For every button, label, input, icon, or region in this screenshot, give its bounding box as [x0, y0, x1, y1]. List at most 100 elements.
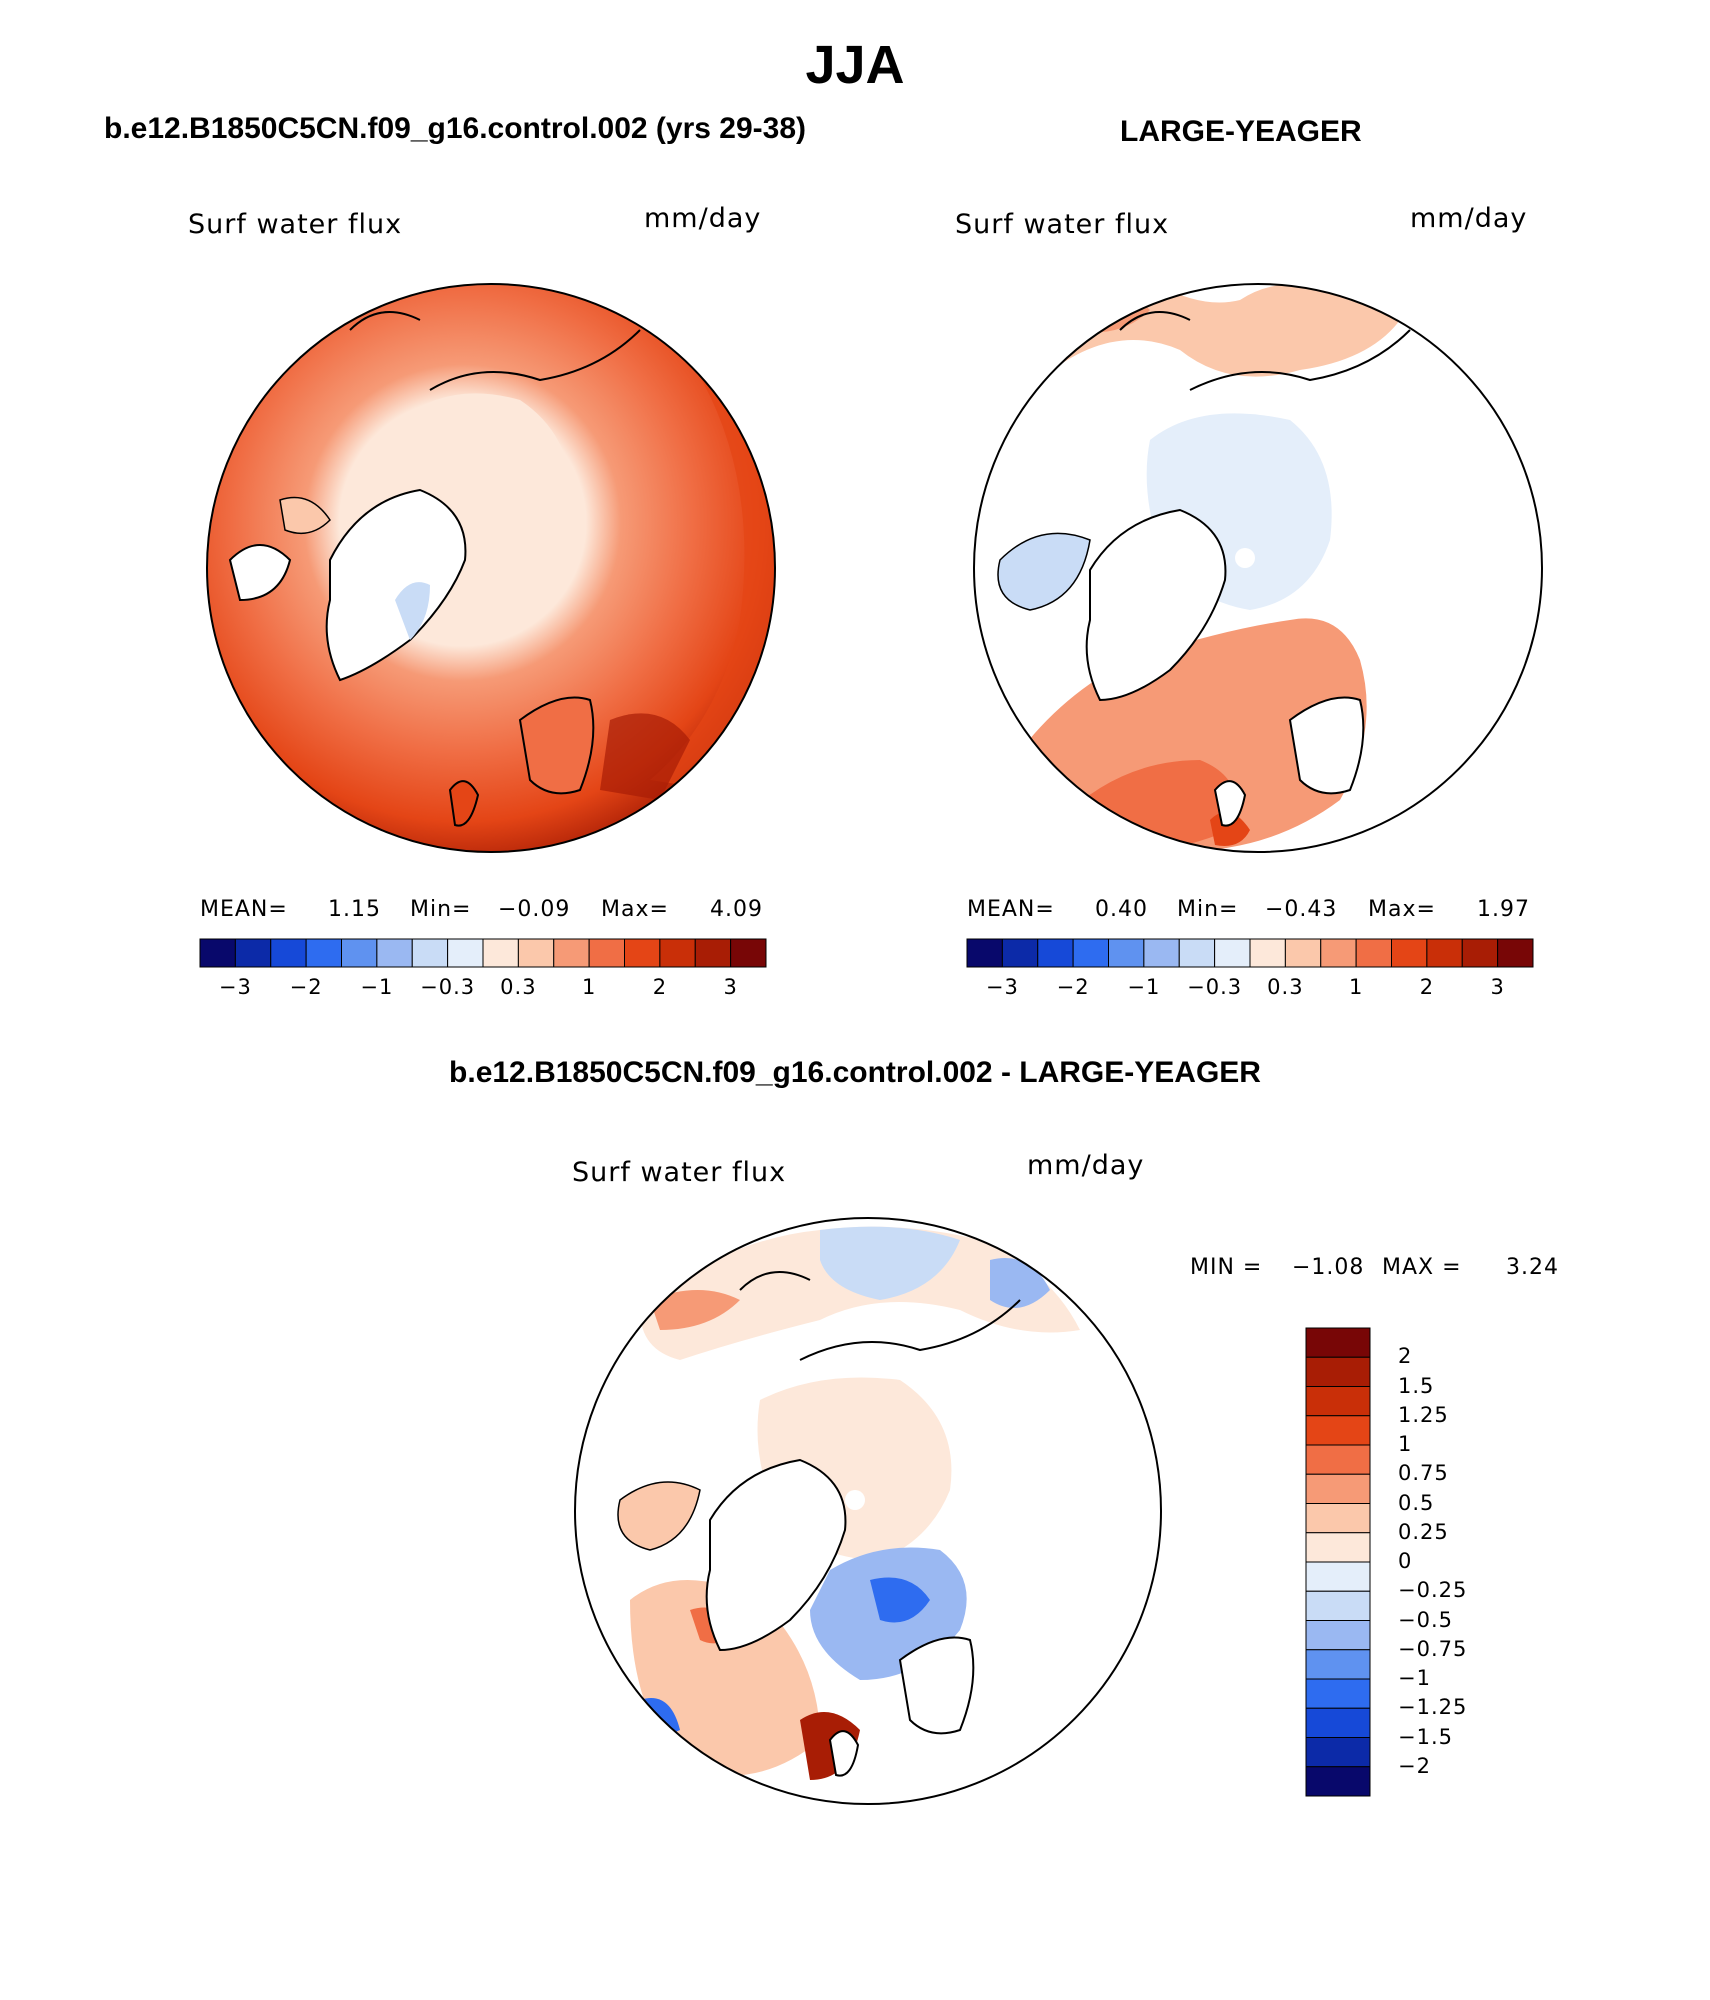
field-label-difference: Surf water flux	[572, 1157, 787, 1188]
colorbar-tick-label: 1	[581, 975, 597, 999]
panel-title-control: b.e12.B1850C5CN.f09_g16.control.002 (yrs…	[104, 112, 807, 145]
colorbar-swatch	[730, 938, 767, 968]
field-label-large-yeager: Surf water flux	[955, 209, 1170, 240]
pole-hole	[1235, 548, 1255, 568]
greenland-outline	[1085, 508, 1227, 702]
colorbar-swatch	[270, 938, 307, 968]
colorbar-swatch	[1320, 938, 1357, 968]
coastline	[349, 311, 421, 331]
colorbar-level-label: −1.5	[1398, 1724, 1453, 1749]
colorbar-swatch	[1305, 1415, 1371, 1446]
colorbar-tick-label: −3	[218, 975, 252, 999]
landmass-outline	[828, 1730, 860, 1777]
colorbar-swatch	[1305, 1707, 1371, 1738]
colorbar-tick-label: 1	[1348, 975, 1364, 999]
landmass-outline	[898, 1636, 975, 1735]
colorbar-swatch	[1001, 938, 1039, 968]
field-label-control: Surf water flux	[188, 209, 403, 240]
colorbar-tick-label: −1	[360, 975, 394, 999]
colorbar-swatch	[376, 938, 413, 968]
colorbar-swatch	[199, 938, 236, 968]
colorbar-swatch	[234, 938, 272, 968]
units-label-difference: mm/day	[1027, 1150, 1145, 1181]
colorbar-swatch	[1249, 938, 1286, 968]
stats-max-label-difference: MAX =	[1382, 1255, 1462, 1280]
stats-max-label-large-yeager: Max=	[1368, 897, 1436, 922]
colorbar-swatch	[1305, 1649, 1371, 1680]
coastline	[1119, 311, 1191, 331]
stats-min-value-difference: −1.08	[1292, 1255, 1365, 1280]
colorbar-swatch	[1305, 1444, 1371, 1475]
colorbar-tick-label: 0.3	[1267, 975, 1304, 999]
colorbar-control	[199, 938, 767, 968]
stats-max-value-control: 4.09	[710, 897, 763, 922]
panel-title-large-yeager: LARGE-YEAGER	[1120, 115, 1362, 148]
stats-min-label-difference: MIN =	[1190, 1255, 1263, 1280]
colorbar-level-label: 1.5	[1398, 1373, 1435, 1398]
colorbar-swatch	[305, 938, 342, 968]
stats-mean-value-large-yeager: 0.40	[1095, 897, 1148, 922]
map-panel-control	[207, 284, 775, 852]
landmass-outline	[448, 780, 480, 827]
landmass-outline	[617, 1481, 701, 1551]
colorbar-swatch	[659, 938, 696, 968]
colorbar-level-label: −2	[1398, 1753, 1431, 1778]
colorbar-swatch	[341, 938, 378, 968]
colorbar-swatch	[1305, 1503, 1371, 1534]
page-title: JJA	[805, 35, 905, 95]
colorbar-level-label: 0.25	[1398, 1519, 1449, 1544]
map-field-region	[870, 1577, 930, 1623]
colorbar-swatch	[1305, 1356, 1371, 1387]
colorbar-swatch	[966, 938, 1003, 968]
colorbar-swatch	[1305, 1678, 1371, 1709]
colorbar-swatch	[1305, 1737, 1371, 1768]
colorbar-swatch	[1305, 1473, 1371, 1504]
colorbar-difference	[1305, 1327, 1371, 1797]
colorbar-swatch	[411, 938, 449, 968]
colorbar-swatch	[1178, 938, 1216, 968]
landmass-outline	[1288, 696, 1365, 795]
map-field-region	[600, 713, 690, 800]
pole-hole	[845, 1490, 865, 1510]
stats-max-value-difference: 3.24	[1506, 1255, 1559, 1280]
map-border-difference	[574, 1217, 1162, 1805]
colorbar-swatch	[1355, 938, 1392, 968]
colorbar-level-label: −1	[1398, 1666, 1431, 1690]
stats-min-label-large-yeager: Min=	[1177, 897, 1239, 922]
stats-mean-label-control: MEAN=	[200, 897, 288, 922]
colorbar-swatch	[1143, 938, 1180, 968]
colorbar-swatch	[1391, 938, 1428, 968]
colorbar-swatch	[1305, 1590, 1371, 1621]
map-border-control	[206, 283, 776, 853]
colorbar-level-label: −0.75	[1398, 1636, 1468, 1661]
map-field-region	[395, 582, 430, 640]
colorbar-level-label: 0.5	[1398, 1490, 1435, 1515]
map-panel-large-yeager	[974, 284, 1542, 852]
landmass-outline	[518, 696, 595, 795]
colorbar-swatch	[553, 938, 590, 968]
colorbar-swatch	[1305, 1620, 1371, 1651]
panel-title-difference: b.e12.B1850C5CN.f09_g16.control.002 - LA…	[449, 1056, 1261, 1089]
colorbar-level-label: −0.5	[1398, 1607, 1453, 1632]
coastline	[1189, 329, 1411, 391]
colorbar-swatch	[1426, 938, 1463, 968]
coastline	[799, 1299, 1021, 1361]
colorbar-tick-label: −0.3	[1187, 975, 1243, 999]
landmass-outline	[279, 496, 331, 535]
colorbar-swatch	[1214, 938, 1251, 968]
map-border-large-yeager	[973, 283, 1543, 853]
map-field-region	[650, 1290, 740, 1330]
colorbar-tick-label: 0.3	[500, 975, 537, 999]
colorbar-swatch	[694, 938, 732, 968]
colorbar-swatch	[1108, 938, 1145, 968]
colorbar-tick-label: −2	[1056, 975, 1090, 999]
map-field-region	[1210, 812, 1250, 846]
landmass-outline	[1213, 780, 1247, 827]
map-field-region	[1000, 618, 1367, 852]
landmass-outline	[997, 532, 1091, 611]
map-panel-difference	[575, 1218, 1161, 1804]
stats-mean-value-control: 1.15	[328, 897, 381, 922]
stats-min-label-control: Min=	[410, 897, 472, 922]
colorbar-swatch	[1305, 1766, 1371, 1797]
colorbar-swatch	[1305, 1532, 1371, 1563]
